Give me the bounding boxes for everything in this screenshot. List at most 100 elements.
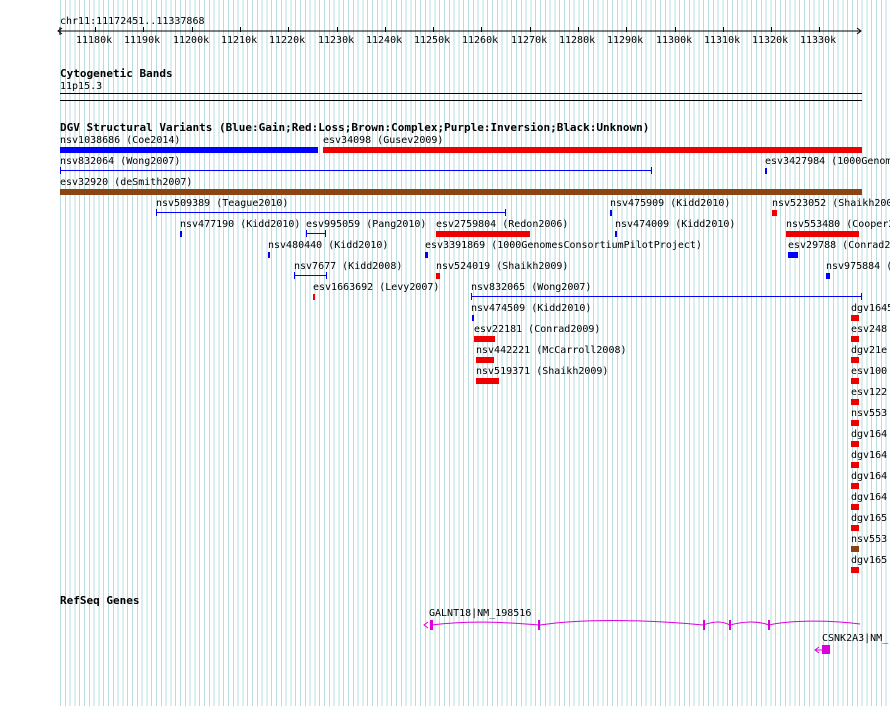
gene-label-galnt18[interactable]: GALNT18|NM_198516 xyxy=(429,608,532,619)
ruler-tick xyxy=(240,27,241,32)
sv-feature[interactable] xyxy=(180,231,182,237)
gene-label-csnk2a3[interactable]: CSNK2A3|NM_( xyxy=(822,633,890,644)
sv-feature-end xyxy=(326,272,327,279)
ruler-scale[interactable] xyxy=(0,0,890,60)
sv-label[interactable]: esv122 xyxy=(851,387,888,398)
sv-label[interactable]: nsv519371 (Shaikh2009) xyxy=(476,366,609,377)
sv-feature[interactable] xyxy=(476,378,499,384)
sv-label[interactable]: esv34098 (Gusev2009) xyxy=(323,135,444,146)
sv-label[interactable]: nsv975884 ( xyxy=(826,261,890,272)
sv-feature[interactable] xyxy=(306,233,326,234)
sv-feature[interactable] xyxy=(60,170,652,171)
sv-feature[interactable] xyxy=(156,212,506,213)
sv-label[interactable]: nsv524019 (Shaikh2009) xyxy=(436,261,569,272)
sv-label[interactable]: nsv474009 (Kidd2010) xyxy=(615,219,736,230)
sv-label[interactable]: nsv480440 (Kidd2010) xyxy=(268,240,389,251)
sv-feature[interactable] xyxy=(425,252,428,258)
cytoband-track-title[interactable]: Cytogenetic Bands xyxy=(60,67,173,80)
sv-feature[interactable] xyxy=(851,525,859,531)
sv-feature[interactable] xyxy=(826,273,830,279)
sv-feature[interactable] xyxy=(851,315,859,321)
sv-feature[interactable] xyxy=(615,231,617,237)
sv-feature[interactable] xyxy=(60,147,318,153)
sv-feature[interactable] xyxy=(60,189,862,195)
sv-feature[interactable] xyxy=(788,252,798,258)
sv-feature[interactable] xyxy=(765,168,767,174)
sv-feature[interactable] xyxy=(313,294,315,300)
sv-label[interactable]: dgv164 xyxy=(851,450,888,461)
sv-feature[interactable] xyxy=(851,399,859,405)
sv-label[interactable]: nsv509389 (Teague2010) xyxy=(156,198,289,209)
sv-label[interactable]: esv1663692 (Levy2007) xyxy=(313,282,440,293)
sv-label[interactable]: dgv165 xyxy=(851,513,888,524)
sv-label[interactable]: nsv553 xyxy=(851,408,888,419)
sv-feature[interactable] xyxy=(851,462,859,468)
sv-label[interactable]: esv32920 (deSmith2007) xyxy=(60,177,193,188)
ruler-tick-label: 11260k xyxy=(462,35,499,46)
sv-label[interactable]: nsv7677 (Kidd2008) xyxy=(294,261,403,272)
sv-feature[interactable] xyxy=(436,231,530,237)
sv-label[interactable]: dgv1645 xyxy=(851,303,890,314)
ruler-tick-label: 11320k xyxy=(752,35,789,46)
ruler-tick xyxy=(337,27,338,32)
sv-feature[interactable] xyxy=(851,378,859,384)
sv-label[interactable]: esv248 xyxy=(851,324,888,335)
sv-feature[interactable] xyxy=(436,273,440,279)
refseq-track-title[interactable]: RefSeq Genes xyxy=(60,594,140,607)
ruler-tick xyxy=(819,27,820,32)
sv-label[interactable]: nsv477190 (Kidd2010) xyxy=(180,219,301,230)
sv-label[interactable]: nsv553480 (Cooper2 xyxy=(786,219,890,230)
sv-feature-end xyxy=(325,230,326,237)
dgv-track-title[interactable]: DGV Structural Variants (Blue:Gain;Red:L… xyxy=(60,121,650,134)
sv-label[interactable]: nsv553 xyxy=(851,534,888,545)
sv-label[interactable]: esv3391869 (1000GenomesConsortiumPilotPr… xyxy=(425,240,702,251)
sv-feature-end xyxy=(505,209,506,216)
ruler-tick-label: 11210k xyxy=(221,35,258,46)
sv-feature[interactable] xyxy=(474,336,495,342)
sv-feature[interactable] xyxy=(268,252,270,258)
sv-feature[interactable] xyxy=(851,441,859,447)
sv-label[interactable]: nsv475909 (Kidd2010) xyxy=(610,198,731,209)
sv-feature-end xyxy=(306,230,307,237)
sv-feature[interactable] xyxy=(786,231,859,237)
sv-feature[interactable] xyxy=(294,275,327,276)
sv-feature[interactable] xyxy=(851,357,859,363)
sv-feature-end xyxy=(60,167,61,174)
ruler-tick xyxy=(578,27,579,32)
sv-feature[interactable] xyxy=(851,567,859,573)
sv-feature[interactable] xyxy=(851,336,859,342)
sv-label[interactable]: nsv442221 (McCarroll2008) xyxy=(476,345,627,356)
ruler-tick xyxy=(723,27,724,32)
sv-feature[interactable] xyxy=(610,210,612,216)
sv-feature[interactable] xyxy=(323,147,862,153)
sv-label[interactable]: dgv21e xyxy=(851,345,888,356)
ruler-tick-label: 11190k xyxy=(124,35,161,46)
sv-label[interactable]: esv995059 (Pang2010) xyxy=(306,219,427,230)
sv-feature[interactable] xyxy=(471,296,862,297)
sv-label[interactable]: nsv832064 (Wong2007) xyxy=(60,156,181,167)
sv-label[interactable]: dgv164 xyxy=(851,492,888,503)
sv-label[interactable]: esv22181 (Conrad2009) xyxy=(474,324,601,335)
sv-feature[interactable] xyxy=(851,546,859,552)
sv-label[interactable]: dgv164 xyxy=(851,471,888,482)
sv-label[interactable]: nsv523052 (Shaikh200 xyxy=(772,198,890,209)
sv-feature[interactable] xyxy=(476,357,494,363)
sv-feature[interactable] xyxy=(772,210,777,216)
sv-feature[interactable] xyxy=(851,483,859,489)
sv-feature[interactable] xyxy=(851,504,859,510)
sv-feature[interactable] xyxy=(851,420,859,426)
ruler-tick xyxy=(288,27,289,32)
sv-feature[interactable] xyxy=(472,315,474,321)
sv-label[interactable]: dgv164 xyxy=(851,429,888,440)
ruler-tick-label: 11200k xyxy=(173,35,210,46)
sv-label[interactable]: nsv474509 (Kidd2010) xyxy=(471,303,592,314)
sv-label[interactable]: esv100 xyxy=(851,366,888,377)
sv-label[interactable]: esv29788 (Conrad2 xyxy=(788,240,890,251)
sv-label[interactable]: esv3427984 (1000Genom xyxy=(765,156,890,167)
sv-label[interactable]: esv2759804 (Redon2006) xyxy=(436,219,569,230)
sv-label[interactable]: nsv832065 (Wong2007) xyxy=(471,282,592,293)
sv-label[interactable]: nsv1038686 (Coe2014) xyxy=(60,135,181,146)
cytoband-line-top xyxy=(60,93,862,94)
sv-label[interactable]: dgv165 xyxy=(851,555,888,566)
